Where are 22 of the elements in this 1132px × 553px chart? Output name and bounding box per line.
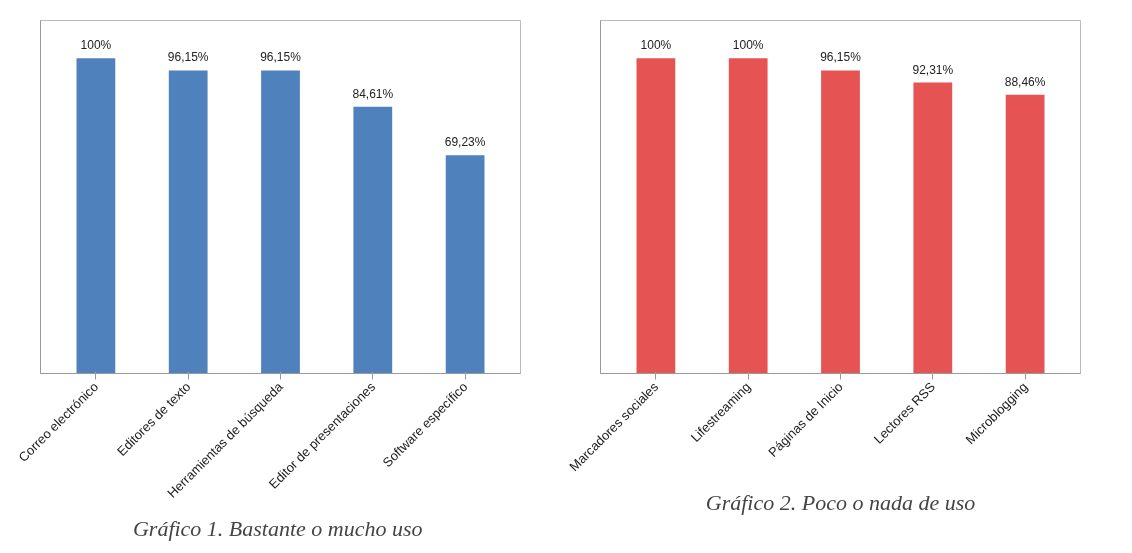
bar [636, 58, 676, 374]
data-label: 69,23% [444, 135, 486, 150]
text: Gráfico 2. Poco o nada de uso [705, 489, 976, 515]
data-label: 100% [732, 38, 764, 53]
bar [821, 70, 860, 374]
bar [913, 82, 953, 374]
bar [445, 155, 485, 374]
text: Gráfico 1. Bastante o mucho uso [132, 515, 423, 541]
data-label: 96,15% [820, 50, 862, 65]
data-label: 92,31% [912, 62, 954, 77]
data-label: 100% [80, 38, 112, 53]
data-label: 96,15% [260, 50, 302, 65]
bar [168, 70, 208, 374]
bar [1005, 94, 1045, 374]
data-label: 100% [640, 38, 672, 53]
data-label: 84,61% [352, 86, 394, 101]
bar [353, 106, 393, 374]
bar [76, 58, 116, 374]
bar [728, 58, 768, 374]
data-label: 96,15% [167, 50, 209, 65]
data-label: 88,46% [1004, 74, 1046, 89]
bar [261, 70, 300, 374]
